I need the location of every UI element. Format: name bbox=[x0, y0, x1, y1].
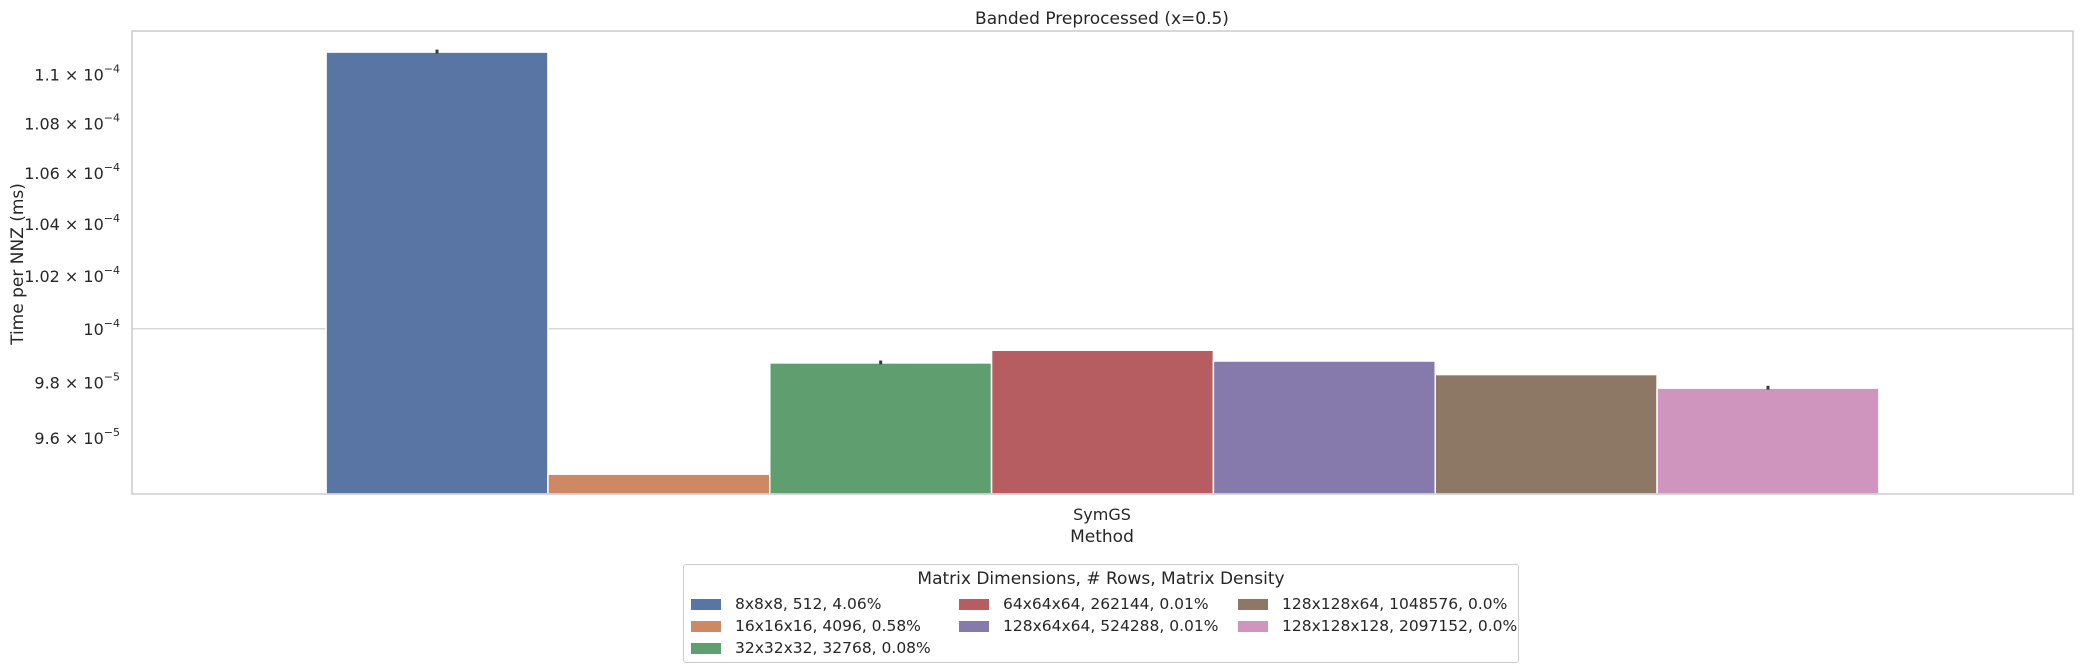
bar bbox=[1212, 360, 1436, 495]
bars bbox=[325, 51, 1880, 495]
bar bbox=[1656, 387, 1880, 495]
y-tick-label: 1.04 × 10−4 bbox=[24, 212, 120, 234]
legend-swatch bbox=[691, 598, 721, 610]
bar bbox=[769, 362, 993, 495]
y-tick-label: 10−4 bbox=[83, 317, 120, 339]
error-bars bbox=[435, 49, 1770, 390]
legend-label: 128x128x64, 1048576, 0.0% bbox=[1282, 595, 1508, 613]
legend-item: 128x64x64, 524288, 0.01% bbox=[959, 616, 1219, 636]
legend-label: 32x32x32, 32768, 0.08% bbox=[735, 639, 931, 657]
legend-swatch bbox=[959, 620, 989, 632]
legend-item: 128x128x64, 1048576, 0.0% bbox=[1238, 594, 1507, 614]
y-tick-label: 1.08 × 10−4 bbox=[24, 111, 120, 133]
x-tick-label: SymGS bbox=[1073, 505, 1131, 524]
legend-swatch bbox=[1238, 620, 1268, 632]
y-tick-label: 1.06 × 10−4 bbox=[24, 161, 120, 183]
legend-swatch bbox=[959, 598, 989, 610]
x-axis-label: Method bbox=[1070, 527, 1134, 547]
legend: Matrix Dimensions, # Rows, Matrix Densit… bbox=[683, 564, 1519, 663]
chart-title: Banded Preprocessed (x=0.5) bbox=[975, 9, 1229, 29]
y-tick-label: 1.1 × 10−4 bbox=[34, 62, 120, 84]
legend-swatch bbox=[691, 642, 721, 654]
plot-area-frame bbox=[131, 30, 2074, 495]
y-tick-labels: 9.6 × 10−5 9.8 × 10−5 10−4 1.02 × 10−4 1.04 … bbox=[24, 62, 120, 447]
bar bbox=[1434, 373, 1658, 495]
legend-swatch bbox=[691, 620, 721, 632]
legend-item: 128x128x128, 2097152, 0.0% bbox=[1238, 616, 1517, 636]
y-tick-label: 1.02 × 10−4 bbox=[24, 264, 120, 286]
legend-label: 64x64x64, 262144, 0.01% bbox=[1003, 595, 1209, 613]
legend-label: 128x64x64, 524288, 0.01% bbox=[1003, 617, 1219, 635]
bar bbox=[325, 51, 549, 495]
y-tick-label: 9.6 × 10−5 bbox=[34, 426, 120, 448]
legend-title: Matrix Dimensions, # Rows, Matrix Densit… bbox=[917, 569, 1285, 589]
legend-item: 8x8x8, 512, 4.06% bbox=[691, 594, 881, 614]
legend-item: 64x64x64, 262144, 0.01% bbox=[959, 594, 1209, 614]
legend-item: 32x32x32, 32768, 0.08% bbox=[691, 638, 931, 658]
bar-chart: Banded Preprocessed (x=0.5) 9.6 × 10−59.… bbox=[8, 9, 2074, 547]
y-tick-label: 9.8 × 10−5 bbox=[34, 371, 120, 393]
legend-label: 16x16x16, 4096, 0.58% bbox=[735, 617, 921, 635]
y-axis-label: Time per NNZ (ms) bbox=[8, 183, 28, 346]
bar bbox=[990, 349, 1215, 495]
legend-label: 128x128x128, 2097152, 0.0% bbox=[1282, 617, 1518, 635]
legend-item: 16x16x16, 4096, 0.58% bbox=[691, 616, 921, 636]
legend-label: 8x8x8, 512, 4.06% bbox=[735, 595, 882, 613]
bar bbox=[547, 473, 771, 495]
legend-swatch bbox=[1238, 598, 1268, 610]
